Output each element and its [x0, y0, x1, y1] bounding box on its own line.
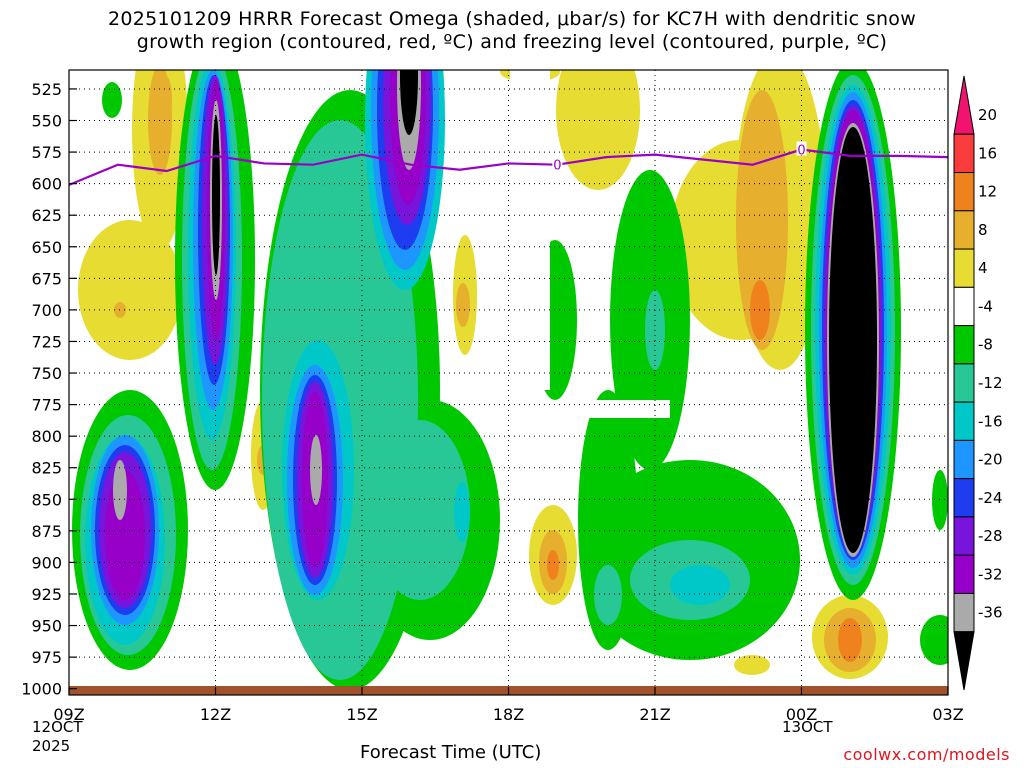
omega-contour-band	[734, 655, 770, 675]
x-tick-label: 18Z	[493, 705, 524, 724]
x-tick-label: 15Z	[346, 705, 377, 724]
colorbar-swatch	[953, 75, 975, 135]
colorbar-label: 20	[978, 106, 997, 124]
freezing-label-bg	[796, 141, 807, 156]
omega-contour-band	[556, 70, 640, 190]
colorbar-swatch	[953, 631, 975, 691]
colorbar-label: 8	[978, 221, 988, 239]
start-date-label: 12OCT 2025	[32, 718, 83, 756]
colorbar-label: -36	[978, 604, 1003, 622]
omega-contour-band	[78, 220, 182, 360]
y-axis: 525 550 575 600 625 650 675 700 725 750 775 800 825 8…	[21, 80, 77, 699]
omega-contour-band	[370, 420, 470, 600]
y-tick-label: 800	[31, 427, 62, 446]
start-date-day: 12OCT	[32, 718, 83, 736]
y-tick-label: 675	[31, 269, 62, 288]
y-tick-label: 575	[31, 143, 62, 162]
omega-contour-band	[750, 280, 770, 340]
freezing-level-label: 0	[797, 144, 805, 159]
colorbar-swatch	[953, 516, 975, 556]
y-tick-label: 925	[31, 585, 62, 604]
y-tick-label: 525	[31, 80, 62, 99]
y-tick-label: 975	[31, 648, 62, 667]
omega-contour-band	[456, 283, 470, 327]
y-tick-label: 550	[31, 112, 62, 131]
omega-contour-band	[578, 390, 638, 650]
colorbar-swatch	[953, 401, 975, 441]
colorbar-swatch	[953, 554, 975, 594]
x-axis-label: Forecast Time (UTC)	[360, 742, 542, 763]
y-tick-label: 625	[31, 206, 62, 225]
omega-contour-band	[547, 550, 559, 580]
colorbar-swatch	[953, 210, 975, 250]
colorbar-label: 16	[978, 144, 997, 162]
colorbar-swatch	[953, 172, 975, 212]
chart-title-line2: growth region (contoured, red, ºC) and f…	[136, 31, 888, 53]
omega-contour-band	[102, 82, 122, 118]
omega-shading	[72, 70, 948, 690]
colorbar-label: -12	[978, 374, 1003, 392]
omega-contour-band	[670, 565, 730, 605]
colorbar-swatch	[953, 592, 975, 633]
omega-contour-band	[829, 127, 877, 553]
y-tick-label: 850	[31, 490, 62, 509]
plot-grid	[69, 70, 948, 695]
colorbar-label: 12	[978, 183, 997, 201]
omega-contour-band	[736, 90, 788, 350]
y-tick-label: 650	[31, 238, 62, 257]
colorbar-swatch	[953, 133, 975, 174]
colorbar-swatch	[953, 439, 975, 480]
y-tick-label: 700	[31, 301, 62, 320]
start-date-year: 2025	[32, 737, 71, 755]
colorbar-label: -16	[978, 412, 1003, 430]
omega-contour-band	[113, 460, 127, 520]
chart-title-line1: 2025101209 HRRR Forecast Omega (shaded, …	[107, 8, 917, 30]
x-tick-label: 00Z	[786, 705, 817, 724]
freezing-level-contour: 00	[69, 141, 948, 186]
omega-contour-band	[400, 70, 418, 135]
y-tick-label: 775	[31, 396, 62, 415]
colorbar-label: -32	[978, 565, 1003, 583]
y-tick-label: 825	[31, 459, 62, 478]
y-tick-label: 725	[31, 332, 62, 351]
colorbar-swatch	[953, 478, 975, 518]
y-tick-label: 1000	[21, 680, 62, 699]
omega-contour-band	[920, 615, 948, 665]
freezing-label-bg	[552, 156, 563, 171]
colorbar-swatch	[953, 363, 975, 403]
colorbar: 20 16 12 8 4 -4 -8 -12 -16 -20 -24 -28 -32 -36	[953, 75, 1003, 691]
freezing-level-label: 0	[553, 159, 561, 174]
colorbar-swatch	[953, 286, 975, 327]
colorbar-label: 4	[978, 259, 988, 277]
colorbar-label: -4	[978, 297, 993, 315]
omega-contour-band	[932, 470, 948, 530]
y-tick-label: 900	[31, 553, 62, 572]
colorbar-label: -28	[978, 527, 1003, 545]
omega-contour-band	[454, 482, 470, 542]
x-axis: 09Z 12Z 15Z 18Z 21Z 00Z 03Z	[53, 687, 964, 724]
colorbar-swatch	[953, 325, 975, 365]
x-tick-label: 09Z	[53, 705, 84, 724]
omega-contour-band	[158, 75, 172, 125]
y-tick-label: 875	[31, 522, 62, 541]
x-tick-label: 03Z	[932, 705, 963, 724]
omega-contour-band	[310, 435, 322, 505]
colorbar-label: -20	[978, 451, 1003, 469]
omega-contour-band	[838, 618, 862, 662]
omega-contour-band	[594, 565, 622, 625]
neutral-region	[560, 400, 670, 418]
x-tick-label: 21Z	[639, 705, 670, 724]
neutral-region	[510, 70, 550, 390]
y-tick-label: 950	[31, 617, 62, 636]
y-tick-label: 750	[31, 364, 62, 383]
mid-date-label: 13OCT	[782, 718, 833, 736]
colorbar-label: -8	[978, 336, 993, 354]
credit-link[interactable]: coolwx.com/models	[843, 745, 1010, 764]
y-tick-label: 600	[31, 175, 62, 194]
x-tick-label: 12Z	[200, 705, 231, 724]
colorbar-swatch	[953, 248, 975, 288]
colorbar-label: -24	[978, 489, 1003, 507]
